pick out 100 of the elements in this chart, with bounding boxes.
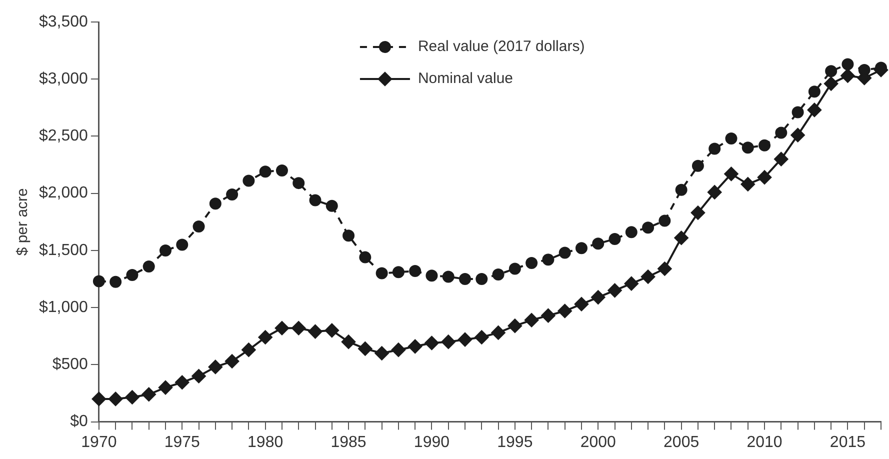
point bbox=[92, 392, 106, 406]
point bbox=[259, 166, 272, 178]
point bbox=[424, 336, 439, 350]
point bbox=[225, 354, 240, 368]
point bbox=[276, 164, 288, 176]
point bbox=[858, 64, 870, 76]
x-tick-label: 2005 bbox=[664, 434, 700, 451]
point bbox=[692, 160, 704, 172]
x-tick-label: 1990 bbox=[414, 434, 450, 451]
point bbox=[674, 230, 688, 245]
point bbox=[458, 332, 472, 347]
point bbox=[358, 342, 372, 356]
point bbox=[774, 152, 788, 166]
point bbox=[209, 198, 222, 210]
point bbox=[292, 321, 306, 336]
point bbox=[108, 392, 123, 406]
point bbox=[808, 86, 820, 98]
y-tick-label: $2,500 bbox=[39, 128, 88, 145]
point bbox=[226, 188, 238, 200]
point bbox=[409, 265, 422, 278]
point bbox=[326, 200, 338, 212]
point bbox=[491, 326, 506, 340]
point bbox=[641, 270, 656, 284]
point bbox=[342, 334, 356, 349]
point bbox=[208, 360, 222, 374]
point bbox=[175, 375, 190, 390]
point bbox=[758, 170, 772, 184]
point bbox=[758, 139, 771, 152]
point bbox=[591, 290, 606, 304]
point bbox=[408, 339, 422, 354]
point bbox=[742, 142, 754, 154]
x-tick-label: 1980 bbox=[248, 434, 284, 451]
point bbox=[308, 324, 322, 339]
point bbox=[792, 106, 804, 118]
point bbox=[790, 128, 805, 142]
point bbox=[342, 230, 355, 242]
point bbox=[775, 126, 788, 139]
point bbox=[376, 267, 388, 280]
point bbox=[558, 304, 572, 318]
point bbox=[441, 334, 456, 349]
point bbox=[92, 275, 105, 288]
point bbox=[474, 330, 489, 344]
point bbox=[524, 313, 539, 328]
point bbox=[608, 283, 622, 298]
point bbox=[842, 58, 854, 70]
point bbox=[624, 276, 638, 291]
point bbox=[258, 330, 272, 344]
point bbox=[192, 220, 205, 232]
point bbox=[359, 251, 372, 264]
point bbox=[658, 262, 672, 276]
point bbox=[274, 321, 289, 336]
point bbox=[658, 214, 671, 227]
point bbox=[825, 65, 838, 78]
point bbox=[807, 102, 822, 117]
point bbox=[508, 318, 522, 333]
point bbox=[558, 246, 571, 259]
point bbox=[192, 369, 206, 384]
point bbox=[708, 185, 722, 200]
point bbox=[675, 184, 688, 196]
x-tick-label: 2010 bbox=[746, 434, 782, 451]
point bbox=[724, 166, 738, 181]
point bbox=[374, 346, 389, 360]
point bbox=[242, 174, 255, 187]
x-tick-label: 2015 bbox=[830, 434, 866, 451]
point bbox=[176, 238, 188, 251]
y-tick-label: $1,000 bbox=[39, 298, 88, 316]
y-tick-label: $1,500 bbox=[39, 242, 88, 259]
point bbox=[625, 226, 638, 238]
point bbox=[142, 260, 155, 272]
point bbox=[459, 273, 472, 286]
x-tick-label: 1975 bbox=[164, 434, 200, 451]
x-tick-label: 1985 bbox=[330, 434, 366, 451]
point bbox=[574, 297, 588, 312]
point bbox=[324, 323, 339, 338]
point bbox=[158, 380, 172, 395]
point bbox=[740, 177, 755, 192]
point bbox=[391, 342, 406, 357]
point bbox=[824, 76, 838, 91]
point bbox=[476, 273, 488, 286]
y-axis-title: $ per acre bbox=[14, 188, 32, 256]
point bbox=[125, 390, 140, 404]
point bbox=[309, 194, 322, 206]
point bbox=[142, 387, 156, 402]
point bbox=[541, 308, 556, 323]
point bbox=[542, 254, 554, 266]
y-tick-label: $3,500 bbox=[39, 13, 88, 30]
point bbox=[708, 142, 721, 155]
point bbox=[690, 206, 705, 220]
y-tick-label: $0 bbox=[70, 413, 88, 430]
x-tick-label: 2000 bbox=[580, 434, 616, 451]
point bbox=[126, 269, 138, 282]
point bbox=[642, 222, 654, 234]
point bbox=[575, 242, 588, 254]
y-tick-label: $500 bbox=[52, 356, 88, 374]
point bbox=[508, 262, 521, 275]
point bbox=[442, 270, 454, 283]
point bbox=[840, 68, 855, 83]
point bbox=[608, 233, 621, 246]
y-tick-label: $2,000 bbox=[39, 184, 88, 202]
point bbox=[392, 266, 404, 278]
